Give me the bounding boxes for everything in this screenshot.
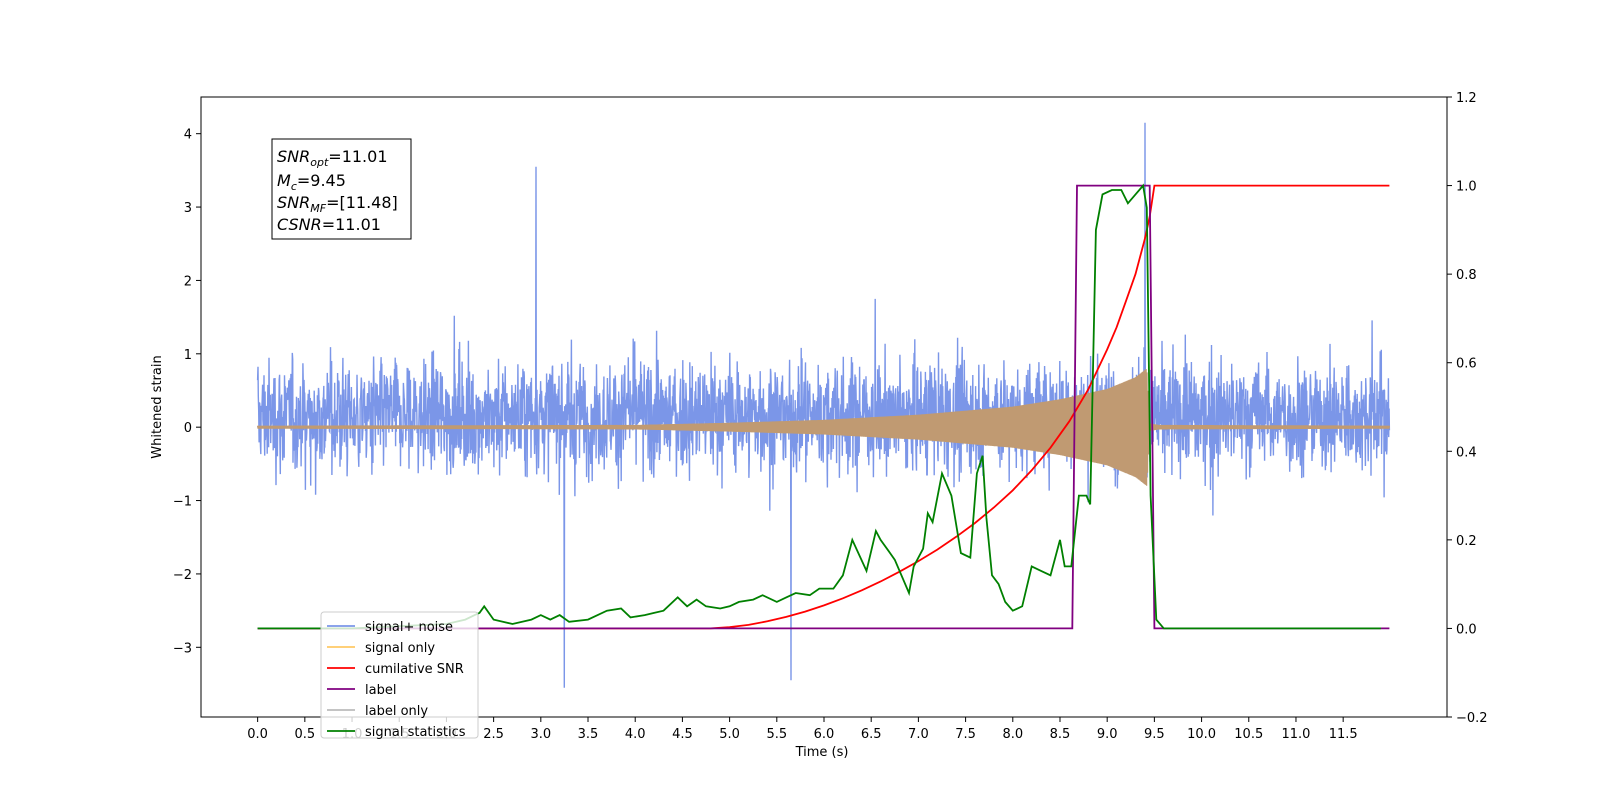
annotation-snr-mf: SNRMF=[11.48] [277, 193, 398, 215]
legend: signal+ noise signal only cumilative SNR la… [320, 611, 479, 740]
x-tick-label: 5.5 [766, 727, 787, 742]
left-y-tick-label: −2 [173, 568, 192, 583]
right-y-tick-label: 0.0 [1456, 622, 1477, 637]
left-y-tick-label: −1 [173, 495, 192, 510]
x-tick-label: 11.0 [1281, 727, 1310, 742]
annotation-mc: Mc=9.45 [277, 171, 346, 193]
left-y-tick-label: 3 [184, 201, 192, 216]
annotation-box: SNRopt=11.01 Mc=9.45 SNRMF=[11.48] CSNR=… [271, 138, 412, 240]
right-y-tick-label: 0.2 [1456, 534, 1477, 549]
series-signal-noise [256, 122, 1391, 688]
x-tick-label: 0.5 [294, 727, 315, 742]
x-tick-label: 8.5 [1050, 727, 1071, 742]
legend-label: cumilative SNR [365, 662, 464, 677]
right-y-axis-ticks: 1.2 1.0 0.8 0.6 0.4 0.2 0.0 −0.2 [1447, 91, 1488, 726]
right-y-tick-label: 0.4 [1456, 445, 1477, 460]
legend-label: signal statistics [365, 725, 466, 740]
left-y-tick-label: 2 [184, 274, 192, 289]
legend-label: signal+ noise [365, 620, 453, 635]
x-tick-label: 9.5 [1144, 727, 1165, 742]
x-tick-label: 0.0 [247, 727, 268, 742]
left-y-tick-label: 0 [184, 421, 192, 436]
legend-label: label only [365, 704, 428, 719]
right-y-tick-label: 0.8 [1456, 268, 1477, 283]
right-y-tick-label: 0.6 [1456, 357, 1477, 372]
series-signal-only [256, 369, 1391, 486]
legend-label: signal only [365, 641, 435, 656]
x-tick-label: 7.5 [955, 727, 976, 742]
series-cumilative-snr [257, 184, 1390, 630]
legend-label: label [365, 683, 396, 698]
legend-frame [320, 611, 479, 739]
x-axis-title: Time (s) [795, 745, 849, 760]
x-tick-label: 10.0 [1187, 727, 1216, 742]
x-tick-label: 2.5 [483, 727, 504, 742]
right-y-tick-label: 1.2 [1456, 91, 1477, 106]
left-y-tick-label: −3 [173, 641, 192, 656]
x-tick-label: 10.5 [1234, 727, 1263, 742]
x-tick-label: 4.0 [625, 727, 646, 742]
left-y-tick-label: 1 [184, 348, 192, 363]
x-tick-label: 11.5 [1329, 727, 1358, 742]
x-tick-label: 9.0 [1097, 727, 1118, 742]
series-layer [256, 122, 1391, 688]
right-y-tick-label: 1.0 [1456, 180, 1477, 195]
x-tick-label: 6.5 [861, 727, 882, 742]
x-tick-label: 5.0 [719, 727, 740, 742]
series-signal-statistics [257, 183, 1381, 630]
right-y-tick-label: −0.2 [1456, 711, 1488, 726]
y-axis-title: Whitened strain [150, 355, 165, 458]
x-tick-label: 4.5 [672, 727, 693, 742]
left-y-axis-ticks: 4 3 2 1 0 −1 −2 −3 [173, 128, 201, 656]
x-tick-label: 3.0 [530, 727, 551, 742]
annotation-snr-opt: SNRopt=11.01 [277, 147, 388, 169]
x-tick-label: 7.0 [908, 727, 929, 742]
annotation-csnr: CSNR=11.01 [277, 215, 381, 234]
x-tick-label: 8.0 [1002, 727, 1023, 742]
series-label [257, 184, 1390, 630]
x-tick-label: 6.0 [814, 727, 835, 742]
left-y-tick-label: 4 [184, 128, 192, 143]
x-tick-label: 3.5 [578, 727, 599, 742]
